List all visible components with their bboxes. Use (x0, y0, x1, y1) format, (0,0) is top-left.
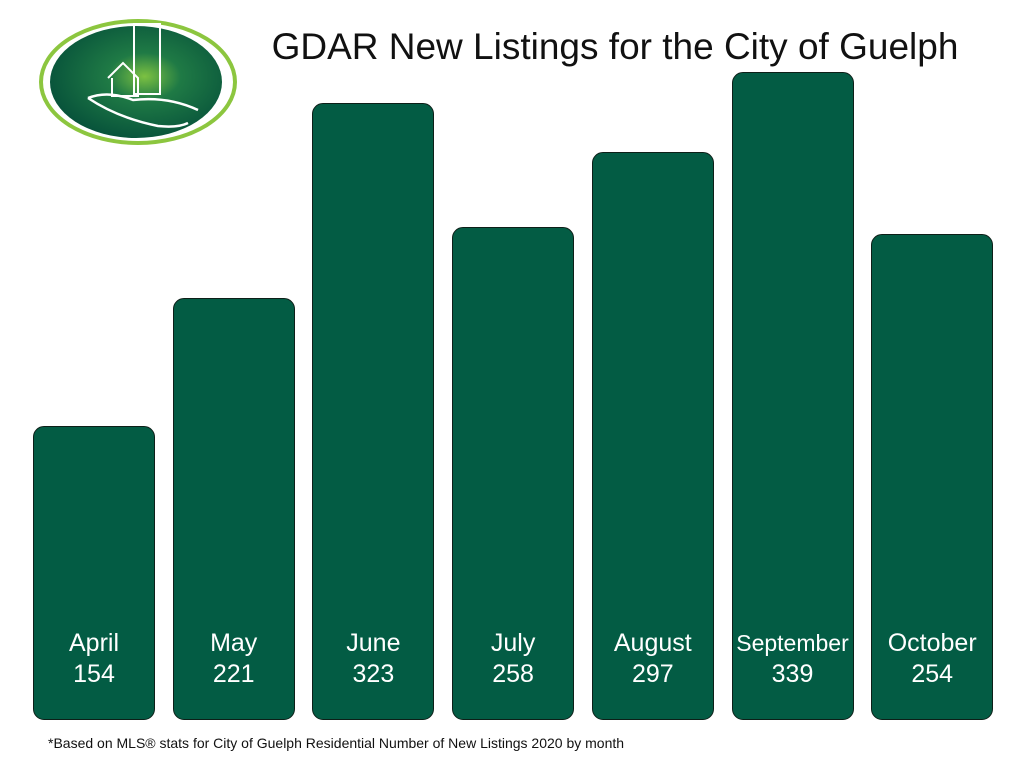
category-label: August (613, 629, 692, 657)
category-label: April (68, 629, 119, 657)
value-label: 339 (771, 660, 814, 688)
bar-september (731, 72, 854, 720)
category-label: July (490, 629, 536, 657)
gdar-logo (39, 19, 237, 145)
chart-title: GDAR New Listings for the City of Guelph (271, 26, 959, 67)
bar-july (452, 226, 575, 720)
bar-may (172, 297, 295, 720)
bar-august (591, 152, 714, 720)
value-label: 154 (73, 660, 115, 688)
footnote: *Based on MLS® stats for City of Guelph … (48, 735, 625, 751)
value-label: 297 (631, 660, 674, 688)
bar-june (312, 102, 435, 720)
category-label: June (346, 629, 401, 657)
value-label: 323 (352, 660, 395, 688)
value-label: 254 (911, 660, 954, 688)
category-label: September (736, 630, 849, 656)
value-label: 221 (212, 660, 255, 688)
bar-april (33, 425, 155, 720)
category-label: October (887, 629, 977, 657)
value-label: 258 (492, 660, 534, 688)
bar-october (871, 234, 994, 720)
category-label: May (210, 629, 258, 657)
